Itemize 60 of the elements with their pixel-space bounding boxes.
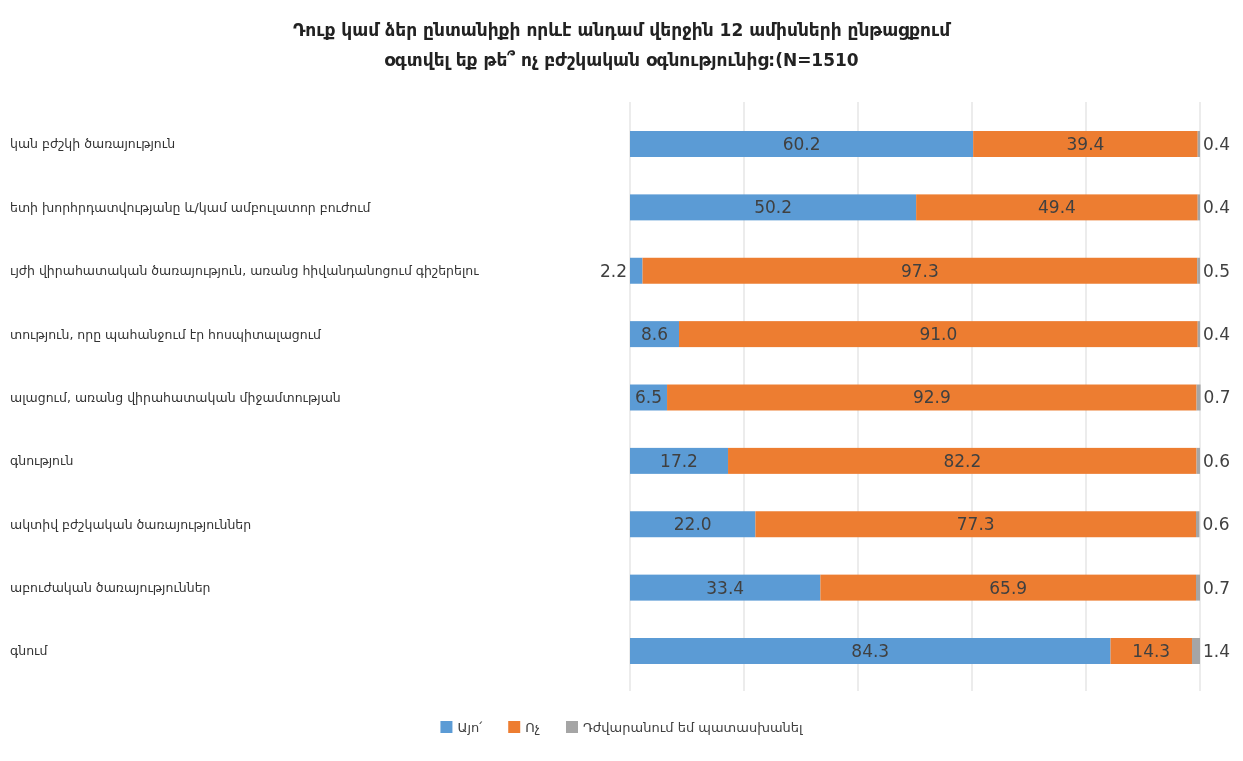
data-label: 2.2 (599, 260, 627, 281)
bar (679, 321, 1198, 348)
data-label: 49.4 (1038, 197, 1076, 218)
data-label: 6.5 (635, 387, 663, 408)
data-label: 0.4 (1203, 197, 1231, 218)
data-label: 8.6 (640, 324, 669, 345)
y-tick-label: ալացում, առանց վիրահատական միջամտության (10, 389, 341, 405)
y-tick-label: գնում (10, 643, 49, 659)
data-label: 77.3 (956, 514, 995, 535)
data-label: 0.4 (1203, 324, 1231, 345)
data-label: 0.6 (1202, 514, 1230, 535)
data-label: 1.4 (1203, 640, 1231, 661)
bar (630, 131, 974, 157)
bar (667, 384, 1197, 411)
y-tick-label: կան բժշկի ծառայություն (10, 136, 176, 152)
data-label: 39.4 (1066, 133, 1105, 154)
data-label: 60.2 (782, 133, 821, 154)
data-label: 92.9 (912, 387, 951, 408)
data-label: 0.7 (1203, 577, 1231, 598)
bar (630, 511, 756, 538)
data-label: 0.4 (1203, 133, 1231, 154)
legend-label: Դժվարանում եմ պատասխանել (583, 719, 804, 735)
bar (1196, 574, 1200, 601)
data-label: 14.3 (1132, 640, 1171, 661)
data-label: 65.9 (989, 577, 1028, 598)
bar (630, 447, 729, 474)
bar (1197, 257, 1200, 284)
bar (755, 511, 1197, 538)
data-label: 0.7 (1203, 387, 1231, 408)
y-tick-label: ակտիվ բժշկական ծառայություններ (10, 516, 252, 532)
bar (728, 447, 1197, 474)
y-tick-label: աբուժական ծառայություններ (10, 580, 211, 595)
y-tick-label: ետի խորհրդատվությանը և/կամ ամբուլատոր բուժում (10, 199, 372, 215)
y-tick-label: տություն, որը պահանջում էր հոսպիտալացում (10, 326, 323, 342)
data-label: 50.2 (754, 197, 792, 218)
bar (973, 131, 1198, 157)
bar (630, 574, 821, 601)
data-label: 82.2 (943, 450, 982, 471)
y-tick-label: գնություն (10, 453, 74, 469)
bar (642, 257, 1198, 284)
data-label: 0.5 (1203, 260, 1231, 281)
data-label: 33.4 (706, 577, 745, 598)
data-label: 22.0 (673, 514, 712, 535)
bar (630, 194, 917, 221)
bar (1196, 384, 1201, 411)
data-label: 91.0 (919, 324, 958, 345)
data-label: 17.2 (660, 450, 698, 471)
legend-label: Այո՛ (457, 719, 484, 735)
bar (916, 194, 1198, 221)
chart-title: Դուք կամ ձեր ընտանիքի որևէ անդամ վերջին 12 ամիսների ընթացքում օգտվել եք թե՞ ոչ բժշկական օգնությունից:(N=1510 (292, 20, 952, 70)
y-tick-label: ւյժի վիրահատական ծառայություն, առանց հիվանդանոցում գիշերելու (10, 263, 480, 279)
bar (820, 574, 1197, 601)
bar (1192, 638, 1200, 664)
legend-label: Ոչ (525, 719, 540, 735)
bar (630, 257, 643, 284)
bar (630, 638, 1111, 664)
bar (1110, 638, 1193, 664)
data-label: 97.3 (900, 260, 939, 281)
data-label: 84.3 (851, 640, 890, 661)
data-label: 0.6 (1203, 450, 1231, 471)
